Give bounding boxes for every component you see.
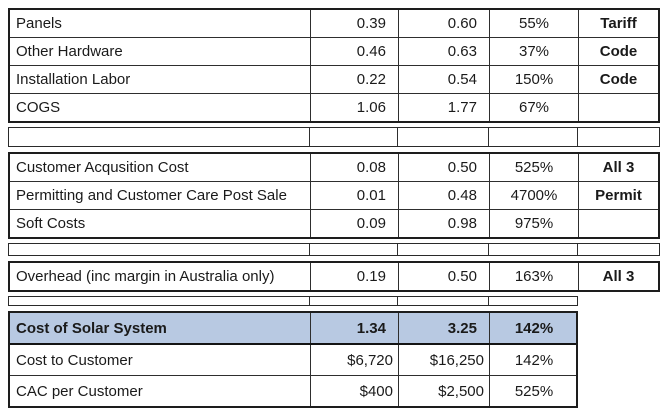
percent-cell: 975% bbox=[489, 210, 578, 237]
table-row: CAC per Customer $400 $2,500 525% bbox=[10, 375, 576, 406]
percent-cell: 525% bbox=[489, 376, 578, 406]
value1-cell: 0.39 bbox=[310, 10, 398, 37]
empty-cell bbox=[488, 297, 577, 305]
label-cell: COGS bbox=[16, 99, 61, 116]
note-cell: Permit bbox=[578, 182, 658, 209]
value2-cell: 3.25 bbox=[398, 313, 489, 343]
separator-row bbox=[8, 127, 660, 147]
table-row: Other Hardware 0.46 0.63 37% Code bbox=[10, 37, 658, 65]
label-cell: CAC per Customer bbox=[16, 382, 143, 400]
label-cell: Cost of Solar System bbox=[16, 319, 167, 337]
value2-cell: 0.50 bbox=[398, 154, 489, 181]
value1-cell: 0.08 bbox=[310, 154, 398, 181]
percent-cell: 4700% bbox=[489, 182, 578, 209]
value2-cell: 0.98 bbox=[398, 210, 489, 237]
table-row-total-highlight: Cost of Solar System 1.34 3.25 142% bbox=[10, 313, 576, 345]
section-totals: Cost of Solar System 1.34 3.25 142% Cost… bbox=[8, 311, 578, 408]
percent-cell: 55% bbox=[489, 10, 578, 37]
table-row: Cost to Customer $6,720 $16,250 142% bbox=[10, 345, 576, 375]
table-row: Installation Labor 0.22 0.54 150% Code bbox=[10, 65, 658, 93]
value1-cell: 0.22 bbox=[310, 66, 398, 93]
note-cell: Code bbox=[578, 66, 658, 93]
value2-cell: 0.50 bbox=[398, 263, 489, 290]
label-cell: Installation Labor bbox=[16, 71, 131, 88]
value2-cell: 0.54 bbox=[398, 66, 489, 93]
separator-row bbox=[8, 243, 660, 256]
value1-cell: 1.06 bbox=[310, 94, 398, 121]
label-cell: Other Hardware bbox=[16, 43, 123, 60]
section-overhead: Overhead (inc margin in Australia only) … bbox=[8, 261, 660, 292]
value2-cell: $2,500 bbox=[398, 376, 489, 406]
value2-cell: 0.48 bbox=[398, 182, 489, 209]
label-cell: Panels bbox=[16, 15, 62, 32]
value1-cell: $400 bbox=[310, 376, 398, 406]
empty-cell bbox=[397, 297, 488, 305]
table-row: Overhead (inc margin in Australia only) … bbox=[10, 263, 658, 290]
percent-cell: 525% bbox=[489, 154, 578, 181]
note-cell bbox=[578, 210, 658, 237]
note-cell: All 3 bbox=[578, 154, 658, 181]
value1-cell: 0.01 bbox=[310, 182, 398, 209]
empty-cell bbox=[488, 128, 577, 146]
empty-cell bbox=[577, 244, 659, 255]
note-cell: Tariff bbox=[578, 10, 658, 37]
empty-cell bbox=[488, 244, 577, 255]
note-cell bbox=[578, 94, 658, 121]
note-cell: All 3 bbox=[578, 263, 658, 290]
empty-cell bbox=[309, 297, 397, 305]
empty-cell bbox=[397, 244, 488, 255]
table-row: Permitting and Customer Care Post Sale 0… bbox=[10, 181, 658, 209]
percent-cell: 142% bbox=[489, 313, 578, 343]
separator-row bbox=[8, 296, 578, 306]
note-cell: Code bbox=[578, 38, 658, 65]
empty-cell bbox=[9, 297, 309, 305]
empty-cell bbox=[397, 128, 488, 146]
value2-cell: 0.60 bbox=[398, 10, 489, 37]
percent-cell: 67% bbox=[489, 94, 578, 121]
table-row: COGS 1.06 1.77 67% bbox=[10, 93, 658, 121]
percent-cell: 142% bbox=[489, 345, 578, 375]
label-cell: Soft Costs bbox=[16, 215, 86, 232]
value1-cell: 1.34 bbox=[310, 313, 398, 343]
empty-cell bbox=[577, 128, 659, 146]
label-cell: Customer Acqusition Cost bbox=[16, 159, 189, 176]
empty-cell bbox=[9, 244, 309, 255]
cost-comparison-table: Panels 0.39 0.60 55% Tariff Other Hardwa… bbox=[8, 8, 660, 408]
section-cogs: Panels 0.39 0.60 55% Tariff Other Hardwa… bbox=[8, 8, 660, 123]
section-soft-costs: Customer Acqusition Cost 0.08 0.50 525% … bbox=[8, 152, 660, 239]
label-cell: Cost to Customer bbox=[16, 351, 133, 369]
value1-cell: 0.46 bbox=[310, 38, 398, 65]
table-row: Customer Acqusition Cost 0.08 0.50 525% … bbox=[10, 154, 658, 181]
empty-cell bbox=[9, 128, 309, 146]
value1-cell: 0.09 bbox=[310, 210, 398, 237]
table-row: Soft Costs 0.09 0.98 975% bbox=[10, 209, 658, 237]
value2-cell: 1.77 bbox=[398, 94, 489, 121]
table-row: Panels 0.39 0.60 55% Tariff bbox=[10, 10, 658, 37]
value1-cell: $6,720 bbox=[310, 345, 398, 375]
empty-cell bbox=[309, 244, 397, 255]
value2-cell: $16,250 bbox=[398, 345, 489, 375]
percent-cell: 163% bbox=[489, 263, 578, 290]
label-cell: Permitting and Customer Care Post Sale bbox=[16, 187, 287, 204]
value2-cell: 0.63 bbox=[398, 38, 489, 65]
percent-cell: 150% bbox=[489, 66, 578, 93]
value1-cell: 0.19 bbox=[310, 263, 398, 290]
percent-cell: 37% bbox=[489, 38, 578, 65]
empty-cell bbox=[309, 128, 397, 146]
label-cell: Overhead (inc margin in Australia only) bbox=[16, 268, 275, 285]
